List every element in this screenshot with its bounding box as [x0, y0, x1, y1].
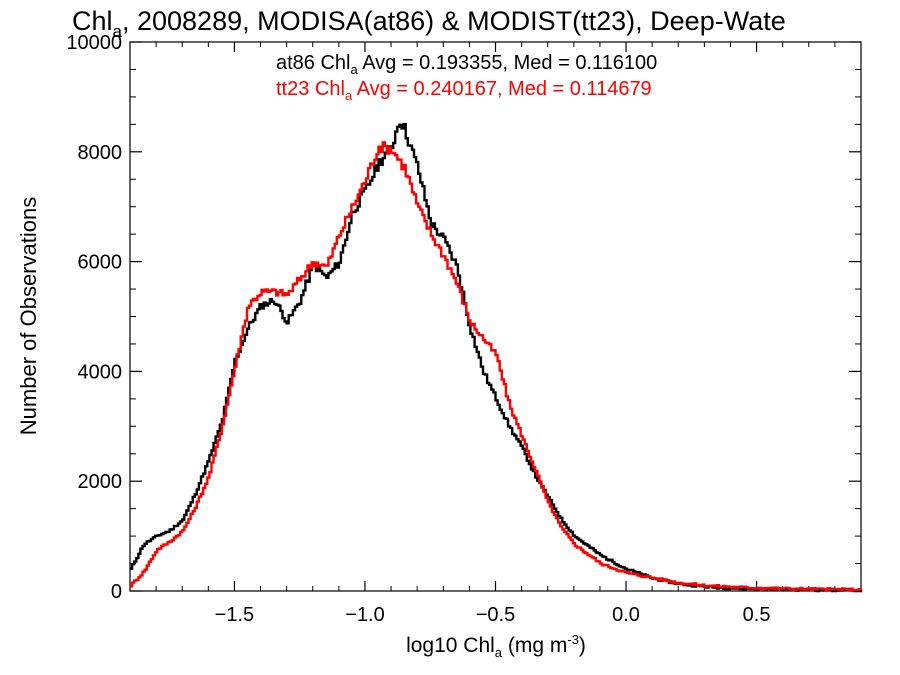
x-tick-label: −0.5 — [476, 604, 515, 626]
series-tt23-line — [130, 141, 863, 592]
x-tick-label: −1.5 — [215, 604, 254, 626]
y-axis-label: Number of Observations — [16, 197, 41, 435]
series-layer — [130, 122, 863, 593]
chart-title: Chla, 2008289, MODISA(at86) & MODIST(tt2… — [72, 6, 786, 41]
x-tick-label: 0.5 — [743, 604, 771, 626]
y-tick-label: 4000 — [78, 361, 123, 383]
plot-frame — [129, 41, 862, 592]
y-tick-label: 0 — [111, 581, 122, 603]
x-tick-label: −1.0 — [345, 604, 384, 626]
x-axis-label: log10 Chla (mg m-3) — [406, 632, 586, 660]
series-at86-line — [130, 122, 863, 593]
annotation-at86: at86 Chla Avg = 0.193355, Med = 0.116100 — [276, 52, 657, 77]
y-tick-label: 10000 — [66, 32, 122, 54]
y-tick-label: 2000 — [78, 471, 123, 493]
tick-labels: −1.5 −1.0 −0.5 0.0 0.5 0 2000 4000 6000 8000 10000 — [66, 32, 770, 626]
y-tick-label: 6000 — [78, 252, 123, 274]
x-tick-label: 0.0 — [612, 604, 640, 626]
annotation-tt23: tt23 Chla Avg = 0.240167, Med = 0.114679 — [276, 78, 652, 103]
y-tick-label: 8000 — [78, 142, 123, 164]
axis-ticks — [129, 41, 862, 592]
